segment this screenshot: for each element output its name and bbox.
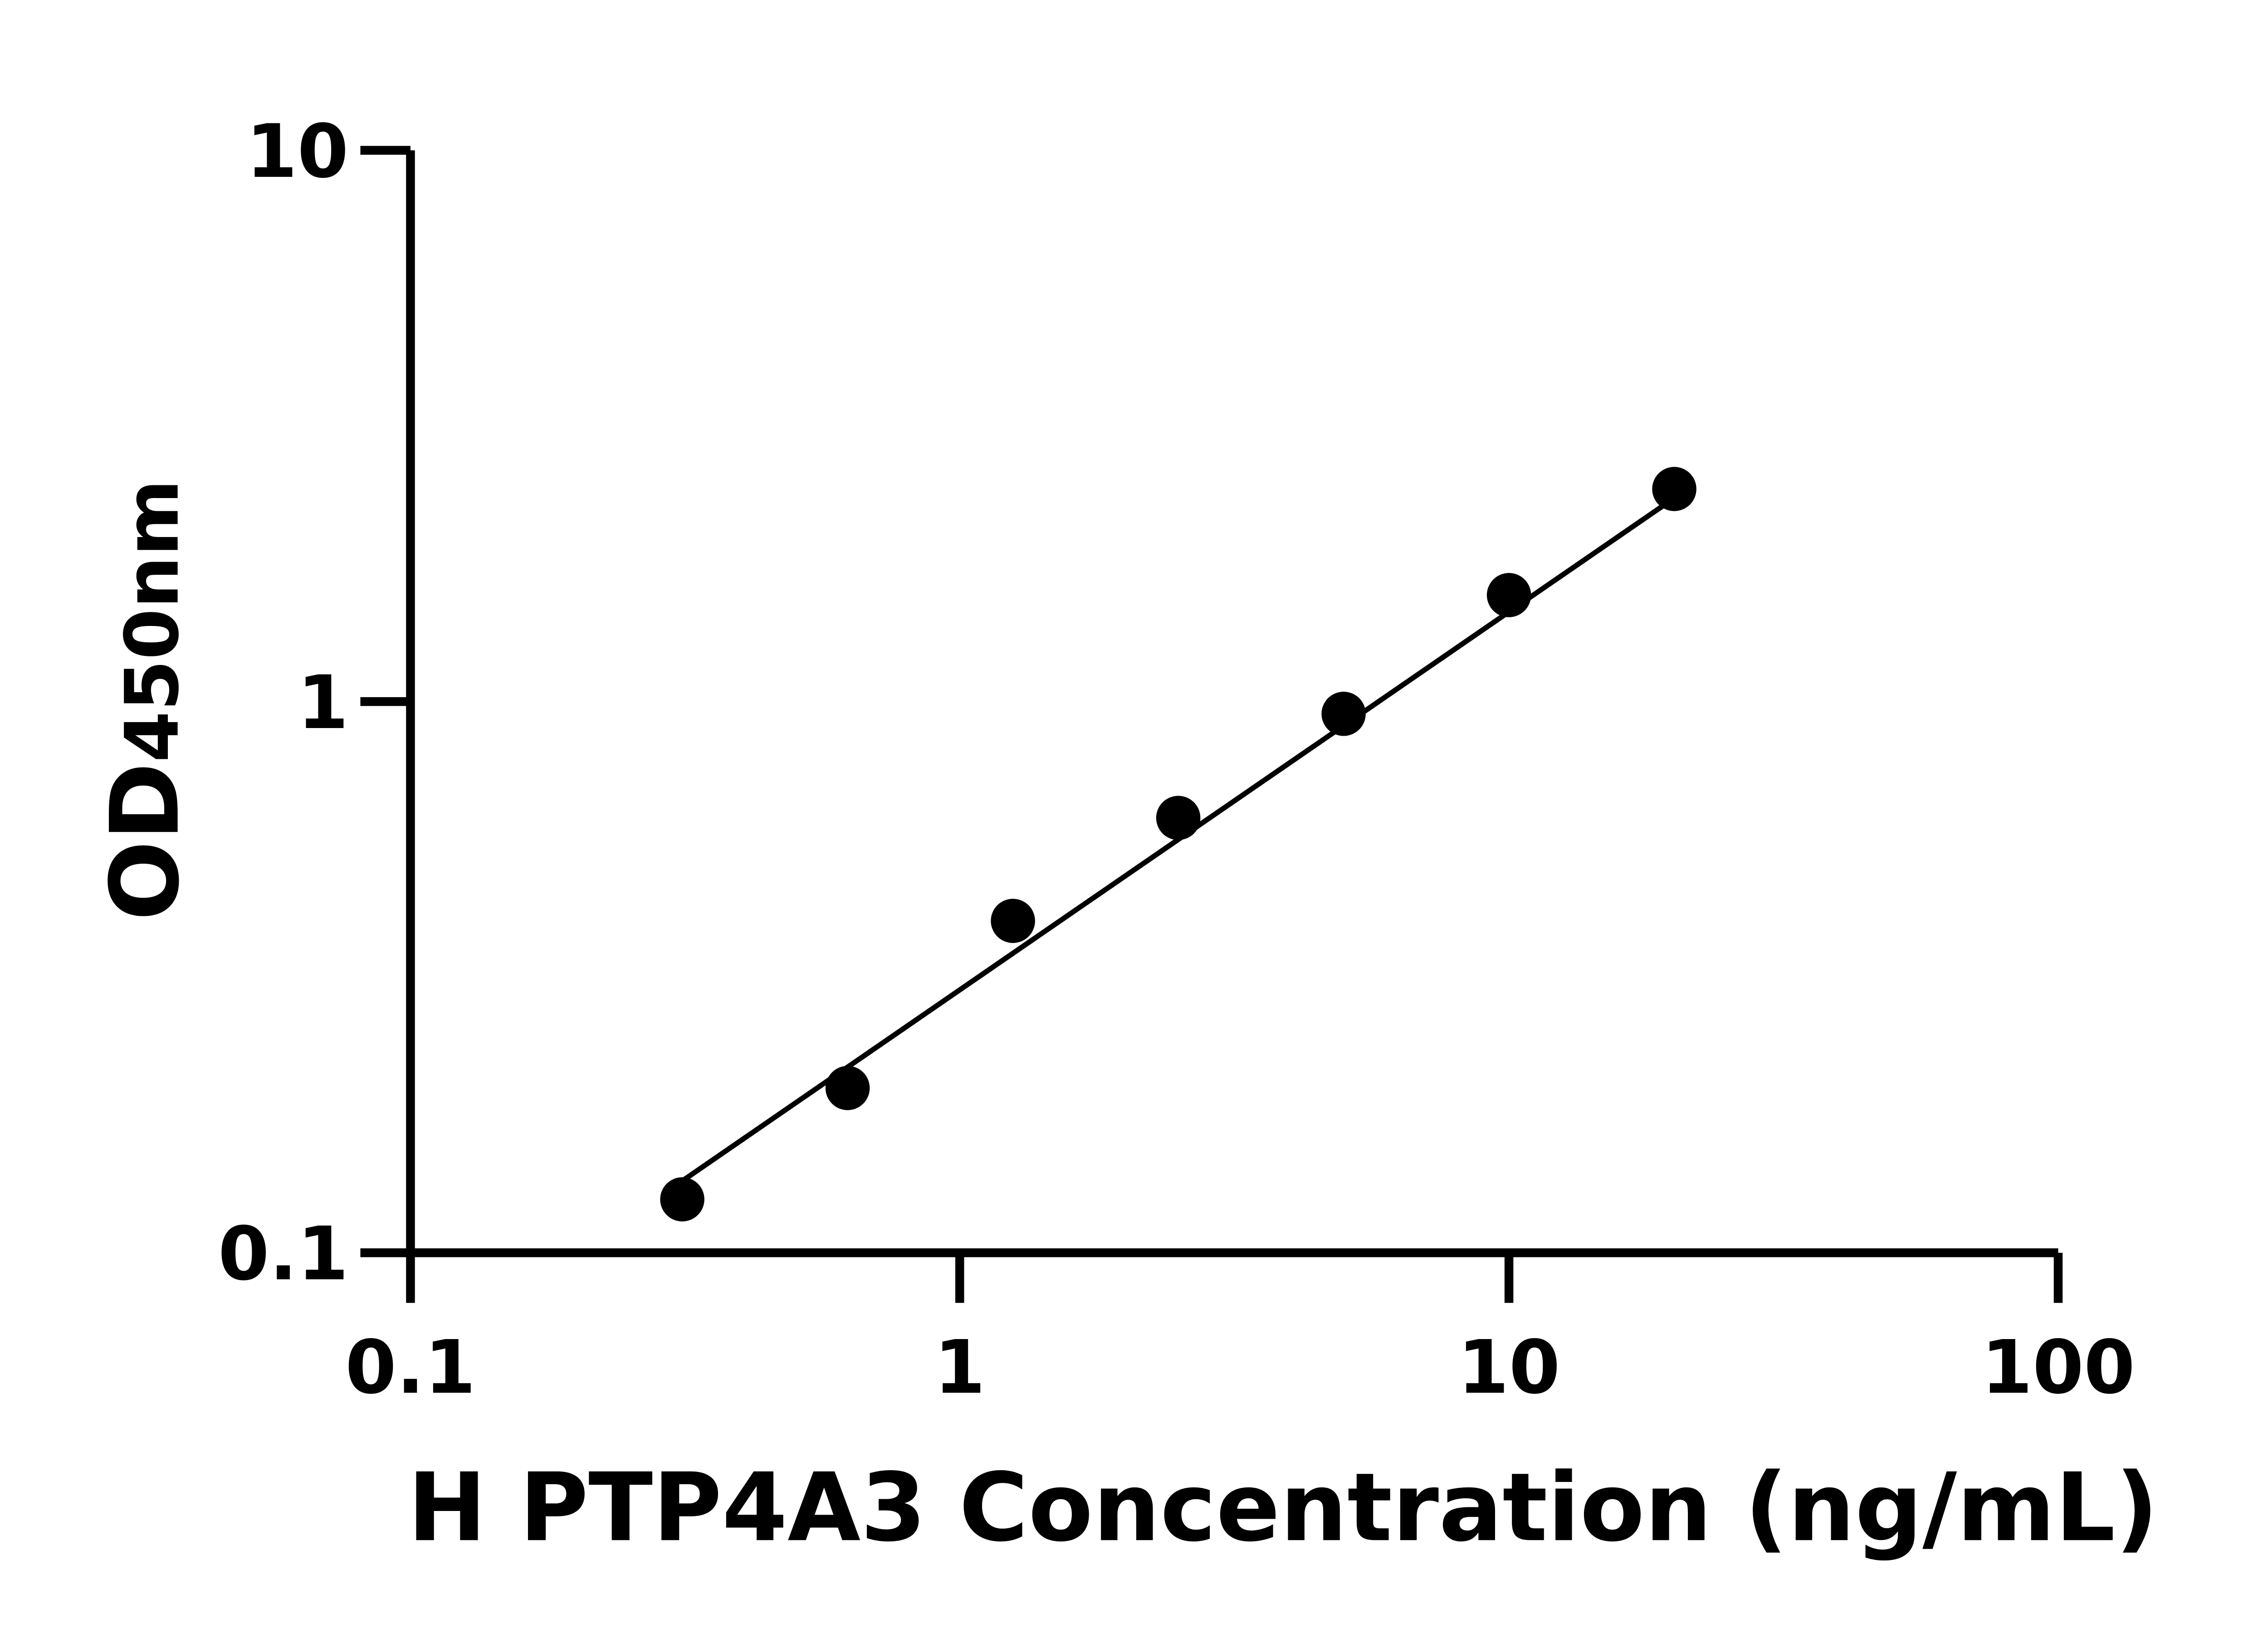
x-tick-label: 0.1 bbox=[345, 1325, 476, 1410]
data-point bbox=[1652, 467, 1696, 511]
axes bbox=[406, 150, 2058, 1257]
y-axis-label: OD450nm bbox=[91, 479, 200, 921]
x-tick-label: 1 bbox=[934, 1325, 985, 1410]
data-points bbox=[660, 467, 1696, 1222]
data-point bbox=[825, 1066, 870, 1110]
data-point bbox=[660, 1177, 704, 1222]
data-point bbox=[1156, 796, 1201, 840]
data-point bbox=[1486, 573, 1531, 617]
data-point bbox=[1321, 691, 1366, 736]
x-tick-label: 100 bbox=[1981, 1325, 2135, 1410]
y-tick-label: 10 bbox=[246, 109, 348, 195]
data-point bbox=[991, 899, 1035, 943]
ticks: 0.1 1 10 100 0.1 1 10 bbox=[218, 109, 2135, 1411]
y-axis-label-sub: 450nm bbox=[110, 479, 196, 763]
y-tick-label: 0.1 bbox=[218, 1211, 349, 1297]
y-tick-label: 1 bbox=[297, 660, 348, 746]
y-axis-label-main: OD bbox=[91, 763, 200, 921]
x-axis-label: H PTP4A3 Concentration (ng/mL) bbox=[407, 1453, 2158, 1563]
x-tick-label: 10 bbox=[1458, 1325, 1560, 1410]
